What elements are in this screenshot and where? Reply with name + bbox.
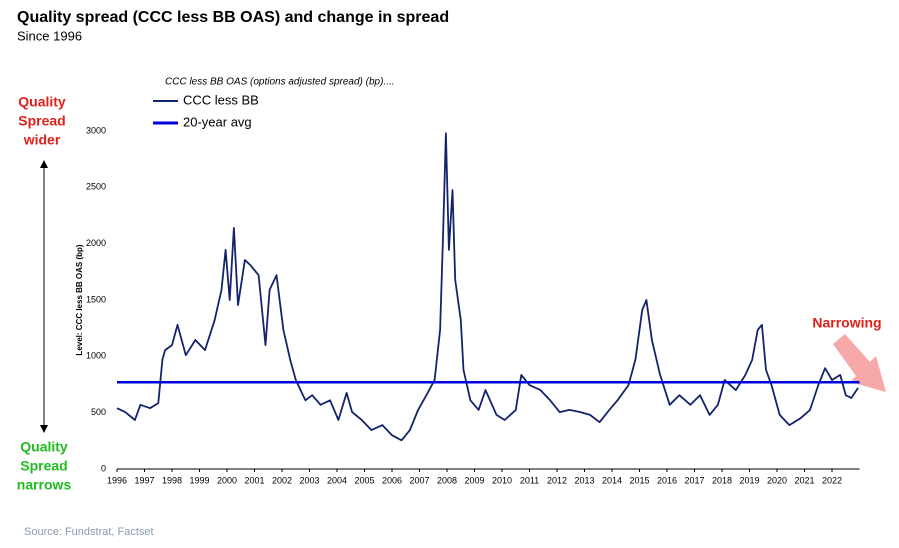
annotation: Quality <box>20 439 68 455</box>
legend-label: 20-year avg <box>183 114 252 129</box>
y-tick-label: 1000 <box>86 351 106 361</box>
x-tick-label: 2007 <box>409 475 429 485</box>
annotation: Spread <box>18 113 65 129</box>
vertical-arrow <box>40 160 48 433</box>
x-tick-label: 2022 <box>822 475 842 485</box>
y-axis-label: Level: CCC less BB OAS (bp) <box>75 244 84 355</box>
x-tick-label: 2020 <box>767 475 787 485</box>
x-tick-label: 1998 <box>162 475 182 485</box>
x-tick-label: 1999 <box>189 475 209 485</box>
series-line <box>116 132 859 442</box>
x-tick-label: 2015 <box>629 475 649 485</box>
x-tick-label: 2000 <box>217 475 237 485</box>
x-tick-label: 2016 <box>657 475 677 485</box>
x-tick-label: 2014 <box>602 475 622 485</box>
x-tick-label: 2017 <box>684 475 704 485</box>
annotation: narrows <box>17 477 72 493</box>
x-tick-label: 2019 <box>739 475 759 485</box>
x-tick-label: 2012 <box>547 475 567 485</box>
x-tick-label: 2008 <box>437 475 457 485</box>
x-tick-label: 2006 <box>382 475 402 485</box>
y-tick-label: 2000 <box>86 238 106 248</box>
legend-label: CCC less BB <box>183 92 259 107</box>
chart-title: Quality spread (CCC less BB OAS) and cha… <box>17 9 449 26</box>
x-tick-label: 2021 <box>794 475 814 485</box>
legend-title: CCC less BB OAS (options adjusted spread… <box>165 77 395 88</box>
x-tick-label: 2011 <box>520 475 539 485</box>
chart-subtitle: Since 1996 <box>17 28 82 43</box>
x-tick-label: 2003 <box>299 475 319 485</box>
annotation: Narrowing <box>812 315 881 331</box>
y-tick-label: 3000 <box>86 125 106 135</box>
annotation: wider <box>23 132 61 148</box>
annotation: Spread <box>20 458 67 474</box>
x-tick-label: 2013 <box>574 475 594 485</box>
x-tick-label: 2009 <box>464 475 484 485</box>
x-tick-label: 2010 <box>492 475 512 485</box>
x-tick-label: 2005 <box>354 475 374 485</box>
source: Source: Fundstrat, Factset <box>24 526 154 538</box>
narrowing-arrow <box>833 334 886 392</box>
x-tick-label: 1996 <box>107 475 127 485</box>
x-tick-label: 1997 <box>134 475 154 485</box>
y-tick-label: 0 <box>101 463 106 473</box>
x-tick-label: 2002 <box>272 475 292 485</box>
y-tick-label: 2500 <box>86 182 106 192</box>
x-tick-label: 2018 <box>712 475 732 485</box>
y-tick-label: 1500 <box>86 294 106 304</box>
x-tick-label: 2004 <box>327 475 347 485</box>
y-tick-label: 500 <box>91 407 106 417</box>
x-tick-label: 2001 <box>244 475 264 485</box>
annotation: Quality <box>18 94 66 110</box>
